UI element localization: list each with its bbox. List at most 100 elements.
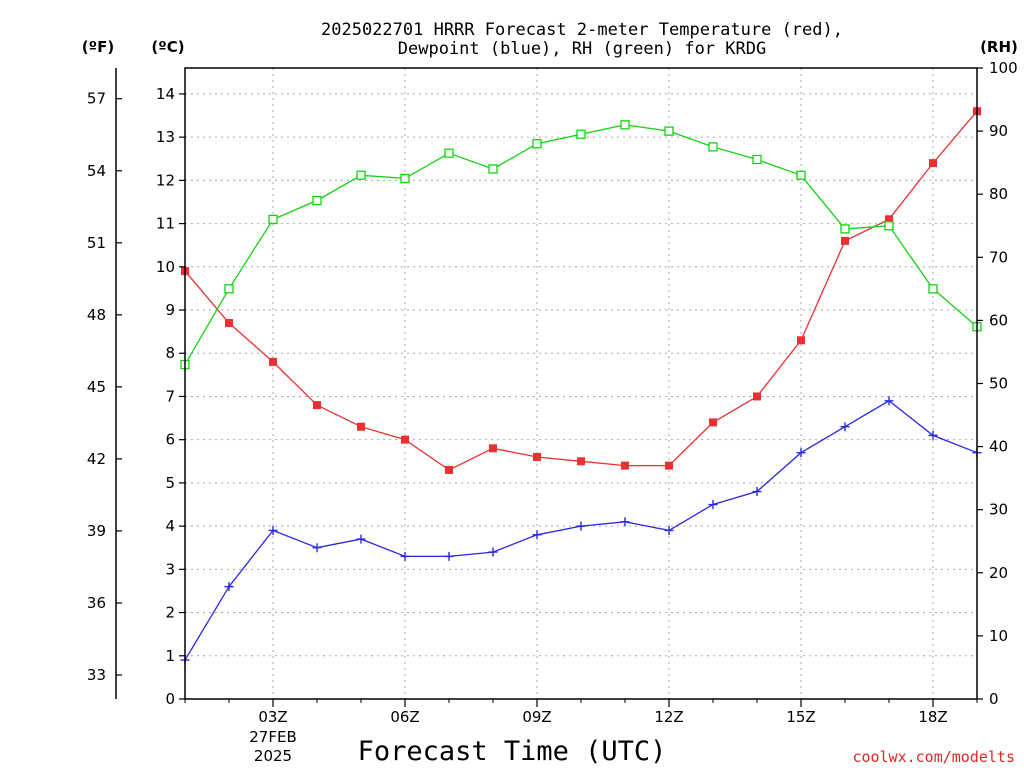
temperature-point [225, 318, 233, 327]
rh-tick-label: 30 [989, 501, 1008, 519]
temperature-point [533, 452, 541, 461]
chart-title-line-2: Dewpoint (blue), RH (green) for KRDG [398, 39, 766, 59]
fahrenheit-unit-label: (ºF) [82, 38, 114, 56]
celsius-tick-label: 12 [156, 171, 175, 189]
rh-point [884, 221, 894, 231]
rh-point [356, 170, 366, 180]
rh-point [928, 284, 938, 294]
celsius-tick-label: 14 [156, 85, 175, 103]
x-tick-label: 03Z [258, 708, 287, 726]
fahrenheit-tick-label: 42 [87, 450, 106, 468]
celsius-tick-label: 13 [156, 128, 175, 146]
rh-tick-label: 80 [989, 185, 1008, 203]
temperature-point [577, 457, 585, 466]
temperature-point [841, 236, 849, 245]
grid-lines [185, 68, 977, 699]
rh-point [752, 154, 762, 165]
fahrenheit-tick-label: 39 [87, 522, 106, 540]
temperature-point [709, 418, 717, 427]
rh-tick-label: 0 [989, 690, 999, 708]
dewpoint-point [796, 448, 806, 458]
rh-point [268, 214, 278, 225]
x-axis-label: Forecast Time (UTC) [358, 736, 667, 767]
x-tick-label: 09Z [522, 708, 551, 726]
dewpoint-point [664, 525, 674, 535]
dewpoint-point [488, 547, 498, 557]
rh-point [488, 164, 498, 174]
dewpoint-point [752, 487, 762, 497]
x-tick-label: 06Z [390, 708, 419, 726]
dewpoint-point [708, 500, 718, 510]
celsius-tick-label: 7 [165, 387, 175, 405]
x-tick-label: 18Z [918, 708, 947, 726]
rh-point [444, 148, 454, 158]
rh-point [312, 195, 322, 206]
fahrenheit-tick-label: 51 [87, 234, 106, 252]
rh-point [840, 224, 850, 234]
dewpoint-point [532, 530, 542, 540]
rh-point [796, 170, 806, 180]
celsius-tick-label: 1 [165, 647, 175, 665]
dewpoint-point [884, 396, 894, 406]
celsius-tick-label: 0 [165, 690, 175, 708]
fahrenheit-tick-label: 36 [87, 594, 106, 612]
x-tick-sublabel: 27FEB [249, 728, 296, 746]
celsius-tick-label: 6 [165, 431, 175, 449]
rh-point [532, 139, 542, 149]
dewpoint-point [444, 551, 454, 561]
temperature-line [184, 110, 978, 471]
fahrenheit-tick-label: 54 [87, 162, 106, 180]
rh-point [620, 120, 630, 130]
celsius-tick-label: 10 [156, 258, 175, 276]
rh-unit-label: (RH) [980, 38, 1018, 56]
rh-tick-label: 40 [989, 438, 1008, 456]
celsius-tick-label: 2 [165, 604, 175, 622]
temperature-point [445, 465, 453, 474]
x-tick-label: 12Z [654, 708, 683, 726]
rh-tick-label: 60 [989, 311, 1008, 329]
celsius-tick-label: 9 [165, 301, 175, 319]
rh-tick-label: 10 [989, 627, 1008, 645]
rh-point [664, 126, 674, 136]
dewpoint-point [356, 534, 366, 544]
site-credit: coolwx.com/modelts [852, 748, 1015, 766]
temperature-point [621, 461, 629, 470]
temperature-point [665, 461, 673, 470]
fahrenheit-tick-label: 33 [87, 666, 106, 684]
dewpoint-point [312, 543, 322, 553]
rh-point [708, 142, 718, 152]
temperature-point [357, 422, 365, 431]
rh-point [224, 284, 234, 294]
rh-point [576, 129, 586, 139]
dewpoint-point [840, 422, 850, 432]
fahrenheit-tick-label: 45 [87, 378, 106, 396]
temperature-point [753, 392, 761, 401]
fahrenheit-tick-label: 57 [87, 90, 106, 108]
temperature-point [885, 215, 893, 224]
plot-frame [184, 67, 978, 700]
dewpoint-point [400, 551, 410, 561]
x-tick-label: 15Z [786, 708, 815, 726]
dewpoint-point [928, 430, 938, 440]
celsius-tick-label: 3 [165, 560, 175, 578]
axes-layer: 0123456789101112131433363942454851545701… [87, 59, 1018, 765]
rh-tick-label: 20 [989, 564, 1008, 582]
chart-title-line-1: 2025022701 HRRR Forecast 2-meter Tempera… [321, 20, 843, 40]
celsius-tick-label: 11 [156, 215, 175, 233]
rh-tick-label: 70 [989, 248, 1008, 266]
temperature-point [269, 357, 277, 366]
rh-tick-label: 100 [989, 59, 1018, 77]
x-tick-sublabel: 2025 [254, 747, 292, 765]
celsius-tick-label: 4 [165, 517, 175, 535]
fahrenheit-tick-label: 48 [87, 306, 106, 324]
celsius-tick-label: 5 [165, 474, 175, 492]
temperature-point [489, 444, 497, 453]
temperature-point [401, 435, 409, 444]
celsius-tick-label: 8 [165, 344, 175, 362]
rh-line [184, 124, 978, 365]
dewpoint-point [576, 521, 586, 531]
rh-tick-label: 90 [989, 122, 1008, 140]
temperature-point [929, 159, 937, 168]
rh-point [400, 173, 410, 184]
